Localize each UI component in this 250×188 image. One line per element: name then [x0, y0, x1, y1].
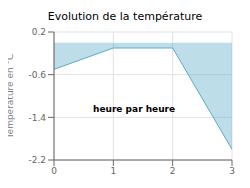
svg-text:-0.6: -0.6: [28, 70, 46, 80]
svg-text:1: 1: [110, 166, 116, 176]
svg-text:0.2: 0.2: [32, 27, 46, 37]
svg-text:2: 2: [170, 166, 176, 176]
svg-text:Température en °C: Température en °C: [8, 54, 15, 140]
svg-text:3: 3: [229, 166, 235, 176]
svg-text:0: 0: [51, 166, 57, 176]
html-text:Evolution de la température: Evolution de la température: [47, 10, 203, 23]
svg-text:-2.2: -2.2: [28, 155, 46, 165]
svg-text:-1.4: -1.4: [28, 113, 46, 123]
html-text:heure par heure: heure par heure: [93, 103, 176, 114]
